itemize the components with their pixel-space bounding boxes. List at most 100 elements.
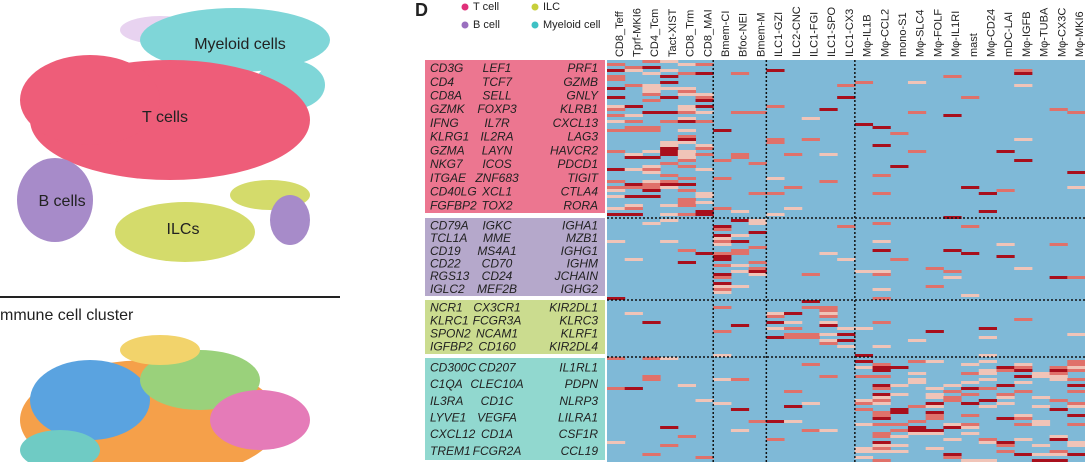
gene-label: KLRC1 — [430, 314, 469, 328]
heat-cell — [730, 240, 750, 243]
heat-cell — [713, 264, 732, 267]
heat-cell — [784, 186, 803, 189]
heat-cell — [784, 153, 803, 156]
heat-cell — [801, 333, 820, 336]
heat-cell — [925, 387, 944, 390]
heat-cell — [978, 405, 997, 408]
heat-cell — [907, 339, 927, 342]
heat-cell — [624, 66, 643, 69]
heat-cell — [1067, 111, 1085, 114]
heat-cell — [872, 273, 891, 276]
heat-cell — [642, 453, 661, 456]
heat-cell — [1067, 405, 1085, 408]
heat-cell — [1014, 453, 1033, 456]
heat-cell — [624, 207, 643, 210]
heat-cell — [677, 156, 697, 159]
heat-cell — [907, 360, 927, 363]
heat-cell — [624, 114, 643, 117]
heat-cell — [730, 234, 750, 237]
heat-cell — [890, 132, 909, 135]
heat-cell — [819, 429, 838, 432]
gene-label: IL7R — [484, 116, 510, 130]
heat-cell — [1031, 444, 1051, 447]
heat-cell — [713, 276, 732, 279]
gene-label: FCGR2A — [473, 444, 522, 458]
heat-cell — [624, 168, 643, 171]
heat-cell — [1014, 366, 1033, 369]
gene-label: PRF1 — [567, 61, 598, 75]
heat-cell — [837, 225, 856, 228]
cluster-label: ILCs — [167, 221, 200, 238]
heat-cell — [854, 456, 874, 459]
heat-cell — [996, 441, 1015, 444]
heat-cell — [819, 309, 838, 312]
heat-cell — [677, 135, 697, 138]
gene-label: TCF7 — [482, 75, 513, 89]
column-label: Mφ-IL1B — [862, 14, 874, 57]
heat-cell — [925, 360, 944, 363]
heat-cell — [642, 156, 661, 159]
heat-cell — [677, 177, 697, 180]
gene-label: LILRA1 — [558, 411, 598, 425]
gene-label: LEF1 — [483, 61, 512, 75]
heat-cell — [642, 126, 661, 129]
heat-cell — [1049, 435, 1068, 438]
heat-cell — [819, 324, 838, 327]
cluster-label: B cells — [38, 193, 85, 210]
heat-cell — [766, 177, 785, 180]
heat-cell — [819, 312, 838, 315]
heat-cell — [695, 192, 714, 195]
heat-cell — [660, 180, 679, 183]
heat-cell — [713, 255, 732, 258]
heat-cell — [996, 396, 1015, 399]
heat-cell — [642, 90, 661, 93]
column-label: mDC-LAI — [1003, 12, 1015, 57]
heat-cell — [677, 120, 697, 123]
gene-label: CD79A — [430, 219, 469, 233]
heat-cell — [713, 291, 732, 294]
heat-cell — [943, 399, 962, 402]
heat-cell — [730, 156, 750, 159]
heat-cell — [660, 75, 679, 78]
heat-cell — [695, 201, 714, 204]
heat-cell — [961, 459, 980, 462]
heat-cell — [607, 78, 626, 81]
heat-cell — [624, 156, 643, 159]
heat-cell — [784, 420, 803, 423]
heat-cell — [713, 159, 732, 162]
column-label: ILC1-GZI — [773, 12, 785, 57]
heat-cell — [925, 402, 944, 405]
gene-label: KLRC3 — [559, 314, 598, 328]
heat-cell — [695, 168, 714, 171]
heat-cell — [677, 111, 697, 114]
heat-cell — [1014, 138, 1033, 141]
heat-cell — [660, 153, 679, 156]
gene-label: NLRP3 — [559, 394, 598, 408]
heat-cell — [996, 369, 1015, 372]
heat-cell — [872, 432, 891, 435]
heat-cell — [607, 63, 626, 66]
gene-label: PDCD1 — [557, 157, 598, 171]
heat-cell — [677, 435, 697, 438]
heat-cell — [925, 267, 944, 270]
heat-cell — [872, 288, 891, 291]
heat-cell — [624, 120, 643, 123]
gene-label: CD3G — [430, 61, 463, 75]
heat-cell — [713, 282, 732, 285]
heat-cell — [695, 72, 714, 75]
gene-label: JCHAIN — [554, 269, 599, 283]
heat-cell — [801, 138, 820, 141]
gene-label: ITGAE — [430, 171, 467, 185]
heat-cell — [624, 312, 643, 315]
gene-label: CD8A — [430, 88, 462, 102]
heat-cell — [1049, 375, 1068, 378]
column-label: ILC2-CNC — [791, 6, 803, 57]
gene-label: XCL1 — [481, 185, 512, 199]
heat-cell — [660, 240, 679, 243]
heat-cell — [996, 402, 1015, 405]
heat-cell — [854, 450, 874, 453]
heat-cell — [1031, 423, 1051, 426]
heat-cell — [677, 141, 697, 144]
heat-cell — [925, 447, 944, 450]
heat-cell — [1031, 375, 1051, 378]
